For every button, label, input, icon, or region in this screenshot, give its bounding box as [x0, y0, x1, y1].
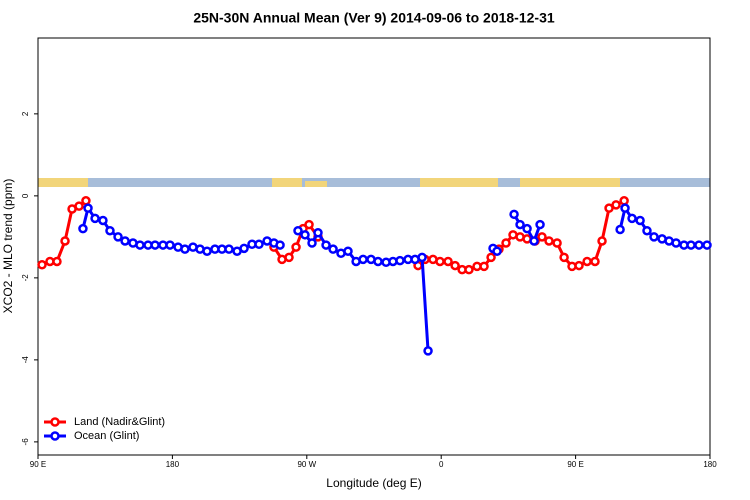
- data-point: [574, 260, 584, 271]
- data-point: [165, 240, 175, 250]
- data-point: [135, 240, 145, 250]
- data-point: [423, 346, 433, 356]
- data-point: [450, 260, 460, 271]
- data-point: [604, 203, 614, 213]
- data-point: [522, 223, 532, 234]
- legend-marker: [50, 417, 60, 427]
- data-point: [649, 232, 659, 242]
- data-point: [328, 244, 338, 254]
- data-point: [486, 252, 496, 263]
- data-point: [694, 240, 704, 250]
- data-point: [515, 219, 525, 230]
- data-point: [358, 254, 368, 265]
- data-point: [635, 215, 645, 226]
- y-tick-label: -2: [21, 274, 30, 282]
- data-point: [78, 223, 88, 234]
- data-point: [180, 244, 190, 254]
- data-point: [537, 232, 547, 242]
- data-point: [395, 255, 405, 266]
- y-tick-label: 0: [21, 193, 30, 198]
- data-point: [417, 252, 427, 263]
- data-point: [120, 236, 130, 246]
- data-point: [671, 238, 681, 248]
- map-strip: [38, 178, 710, 187]
- data-point: [529, 236, 539, 246]
- data-point: [479, 261, 489, 272]
- data-point: [291, 242, 301, 252]
- data-point: [544, 236, 554, 246]
- data-point: [98, 215, 108, 226]
- x-tick-label: 90 E: [567, 460, 583, 469]
- chart-title: 25N-30N Annual Mean (Ver 9) 2014-09-06 t…: [193, 10, 555, 26]
- data-point: [254, 239, 264, 249]
- data-point: [74, 201, 84, 211]
- data-point: [615, 224, 625, 235]
- data-point: [619, 196, 629, 206]
- series-line: [81, 204, 708, 351]
- data-point: [239, 243, 249, 254]
- data-point: [702, 240, 712, 250]
- data-point: [443, 256, 453, 267]
- data-point: [642, 225, 652, 236]
- data-point: [343, 246, 353, 256]
- data-point: [582, 256, 592, 267]
- data-point: [627, 213, 637, 224]
- data-point: [37, 259, 47, 270]
- data-point: [620, 203, 630, 213]
- data-point: [435, 256, 445, 267]
- x-axis-label: Longitude (deg E): [326, 476, 421, 490]
- data-point: [83, 203, 93, 213]
- data-point: [105, 225, 115, 236]
- legend-label: Land (Nadir&Glint): [74, 416, 165, 428]
- data-point: [300, 230, 310, 240]
- data-point: [611, 200, 621, 210]
- y-axis-label: XCO2 - MLO trend (ppm): [1, 179, 15, 314]
- legend-marker: [50, 431, 60, 441]
- data-point: [202, 246, 212, 256]
- data-point: [113, 232, 123, 242]
- y-tick-label: 2: [21, 111, 30, 116]
- data-point: [304, 219, 314, 230]
- y-tick-label: -6: [21, 438, 30, 446]
- data-point: [535, 219, 545, 230]
- x-tick-label: 180: [703, 460, 717, 469]
- data-point: [501, 238, 511, 248]
- data-point: [60, 236, 70, 246]
- data-point: [552, 238, 562, 248]
- x-tick-label: 0: [439, 460, 444, 469]
- x-tick-label: 180: [166, 460, 180, 469]
- data-point: [275, 240, 285, 250]
- data-point: [52, 256, 62, 267]
- data-point: [590, 256, 600, 267]
- data-point: [559, 252, 569, 263]
- data-point: [313, 228, 323, 238]
- data-point: [307, 238, 317, 248]
- data-point: [224, 244, 234, 254]
- data-point: [293, 225, 303, 236]
- data-point: [150, 240, 160, 250]
- data-point: [464, 264, 474, 275]
- data-point: [597, 236, 607, 246]
- x-tick-label: 90 W: [297, 460, 316, 469]
- y-tick-label: -4: [21, 356, 30, 364]
- legend-label: Ocean (Glint): [74, 430, 139, 442]
- data-point: [321, 240, 331, 250]
- data-point: [373, 256, 383, 267]
- data-point: [686, 240, 696, 250]
- data-point: [492, 246, 502, 256]
- data-point: [90, 213, 100, 224]
- data-point: [284, 252, 294, 263]
- x-tick-label: 90 E: [30, 460, 46, 469]
- data-point: [81, 196, 91, 206]
- data-point: [509, 209, 519, 220]
